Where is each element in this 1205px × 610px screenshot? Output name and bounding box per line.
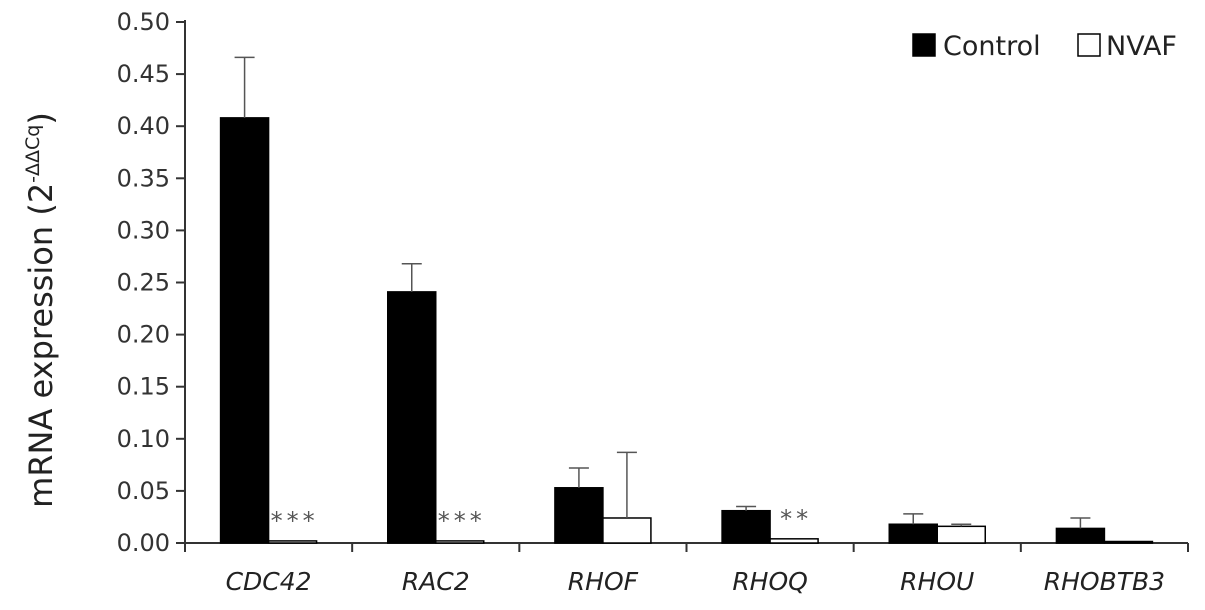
bar-control: [219, 117, 270, 544]
y-tick-label: 0.15: [117, 373, 170, 401]
y-tick-label: 0.35: [117, 164, 170, 192]
x-tick-label: RHOU: [900, 567, 974, 596]
y-tick-label: 0.45: [117, 60, 170, 88]
y-tick-label: 0.00: [117, 529, 170, 557]
y-tick-label: 0.05: [117, 477, 170, 505]
legend-label-control: Control: [943, 31, 1041, 62]
bar-nvaf: [267, 540, 318, 544]
y-tick-label: 0.25: [117, 269, 170, 297]
x-axis: CDC42 RAC2 RHOF RHOQ RHOU RHOBTB3: [184, 542, 1189, 596]
significance-label: ***: [438, 507, 486, 535]
bar-nvaf: [1103, 540, 1154, 544]
y-axis-label-superscript: -ΔΔCq: [22, 125, 44, 183]
y-tick-label: 0.50: [117, 8, 170, 36]
x-tick-label: RHOF: [568, 567, 639, 596]
x-tick-label: CDC42: [226, 567, 312, 596]
bar-control: [1055, 527, 1106, 544]
y-tick-label: 0.40: [117, 112, 170, 140]
bar-nvaf: [769, 538, 819, 544]
bar-control: [387, 291, 437, 544]
significance-label: **: [780, 505, 812, 533]
y-tick-label: 0.20: [117, 321, 170, 349]
legend-label-nvaf: NVAF: [1106, 31, 1177, 62]
legend: Control NVAF: [912, 31, 1177, 62]
y-tick-label: 0.30: [117, 216, 170, 244]
x-tick-label: RHOQ: [732, 567, 808, 596]
y-axis: 0.00 0.05 0.10 0.15 0.20 0.25 0.30 0.35 0.40 0.45…: [117, 8, 186, 557]
bar-control: [554, 487, 604, 544]
legend-swatch-nvaf: [1077, 33, 1101, 57]
bar-control: [721, 509, 771, 544]
bar-control: [888, 523, 938, 544]
x-tick-label: RHOBTB3: [1044, 567, 1165, 596]
bars: *** *** **: [219, 56, 1154, 544]
bar-nvaf: [602, 517, 652, 544]
bar-nvaf: [435, 540, 485, 544]
significance-label: ***: [271, 507, 319, 535]
x-tick-label: RAC2: [402, 567, 470, 596]
bar-nvaf: [936, 525, 986, 544]
y-axis-label-close: ): [22, 112, 60, 124]
legend-swatch-control: [912, 33, 936, 57]
y-axis-label-main: mRNA expression (2: [22, 183, 60, 508]
y-axis-label: mRNA expression (2-ΔΔCq): [22, 112, 60, 508]
y-tick-label: 0.10: [117, 425, 170, 453]
